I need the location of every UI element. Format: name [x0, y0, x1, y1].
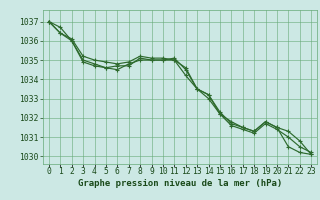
- X-axis label: Graphe pression niveau de la mer (hPa): Graphe pression niveau de la mer (hPa): [78, 179, 282, 188]
